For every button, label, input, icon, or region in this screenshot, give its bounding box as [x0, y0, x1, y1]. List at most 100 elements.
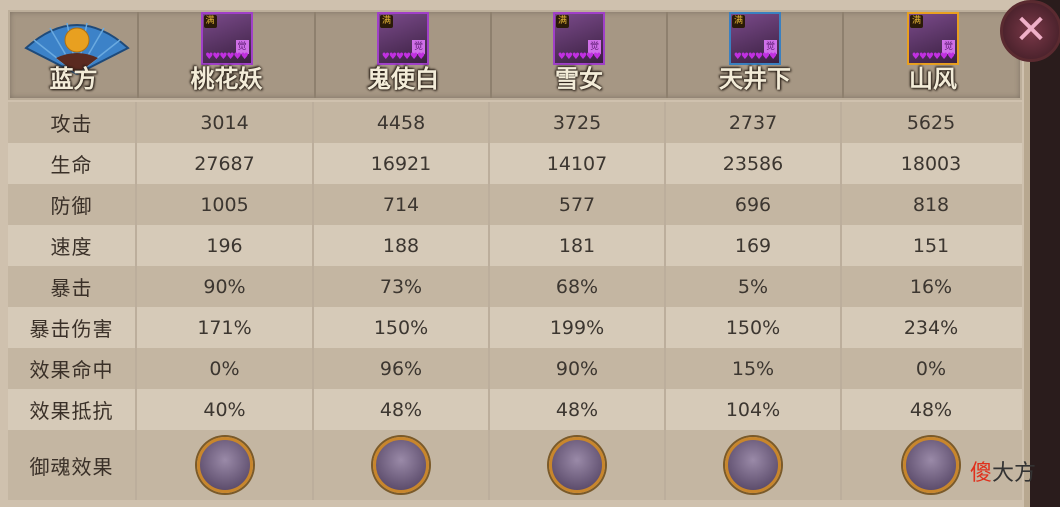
stat-value: 181: [488, 225, 664, 266]
character-name: 天井下: [719, 65, 791, 93]
stat-row: 暴击 90% 73% 68% 5% 16%: [8, 266, 1022, 307]
close-icon: ✕: [1014, 7, 1048, 53]
stat-value: 199%: [488, 307, 664, 348]
stat-label: 暴击: [50, 276, 93, 300]
stat-label: 生命: [50, 153, 93, 177]
soul-row: 御魂效果: [8, 430, 1022, 500]
stat-value: 696: [664, 184, 840, 225]
awaken-badge: 觉: [235, 40, 249, 54]
header-row: 蓝方 满觉 ♥♥♥♥♥♥ 桃花妖满觉 ♥♥♥♥♥♥ 鬼使白满觉 ♥♥♥♥♥♥ 雪女满觉 ♥♥♥…: [8, 10, 1022, 100]
stat-value: 3014: [135, 102, 312, 143]
blue-fan-icon: [24, 22, 130, 76]
character-header[interactable]: 满觉 ♥♥♥♥♥♥ 天井下: [666, 12, 842, 98]
stat-value: 4458: [312, 102, 488, 143]
stat-value: 73%: [312, 266, 488, 307]
stat-value: 96%: [312, 348, 488, 389]
stat-value: 0%: [135, 348, 312, 389]
stat-value: 1005: [135, 184, 312, 225]
awaken-badge: 觉: [412, 40, 425, 54]
stat-value: 151: [840, 225, 1020, 266]
stat-value: 40%: [135, 389, 312, 430]
stat-value: 27687: [135, 143, 312, 184]
level-badge: 满: [556, 15, 569, 28]
stat-row: 防御 1005 714 577 696 818: [8, 184, 1022, 225]
stat-value: 3725: [488, 102, 664, 143]
comparison-panel: 蓝方 满觉 ♥♥♥♥♥♥ 桃花妖满觉 ♥♥♥♥♥♥ 鬼使白满觉 ♥♥♥♥♥♥ 雪女满觉 ♥♥♥…: [0, 0, 1030, 507]
level-badge: 满: [910, 15, 923, 28]
soul-effect-icon[interactable]: [549, 437, 605, 493]
stat-value: 150%: [312, 307, 488, 348]
stat-value: 48%: [488, 389, 664, 430]
soul-effect-icon[interactable]: [903, 437, 959, 493]
star-rating: ♥♥♥♥♥♥: [381, 52, 425, 62]
stat-row: 速度 196 188 181 169 151: [8, 225, 1022, 266]
stat-label: 速度: [50, 235, 93, 259]
stat-value: 0%: [840, 348, 1020, 389]
stat-value: 196: [135, 225, 312, 266]
character-name: 雪女: [555, 65, 603, 93]
stat-label: 御魂效果: [29, 454, 114, 479]
stat-value: 234%: [840, 307, 1020, 348]
stat-value: 5%: [664, 266, 840, 307]
stat-value: 171%: [135, 307, 312, 348]
soul-cell: [488, 430, 664, 500]
stat-value: 104%: [664, 389, 840, 430]
soul-effect-icon[interactable]: [373, 437, 429, 493]
star-rating: ♥♥♥♥♥♥: [911, 52, 955, 62]
stat-row: 暴击伤害 171% 150% 199% 150% 234%: [8, 307, 1022, 348]
character-name: 桃花妖: [190, 65, 263, 93]
soul-cell: [664, 430, 840, 500]
stat-value: 16921: [312, 143, 488, 184]
level-badge: 满: [732, 15, 745, 28]
stat-value: 577: [488, 184, 664, 225]
character-portrait[interactable]: 满觉 ♥♥♥♥♥♥: [377, 12, 429, 65]
character-name: 鬼使白: [367, 65, 439, 93]
stat-row: 效果命中 0% 96% 90% 15% 0%: [8, 348, 1022, 389]
close-button[interactable]: ✕: [1000, 0, 1060, 62]
watermark: 傻大方: [970, 461, 1037, 486]
star-rating: ♥♥♥♥♥♥: [205, 52, 248, 62]
stat-row: 效果抵抗 40% 48% 48% 104% 48%: [8, 389, 1022, 430]
character-portrait[interactable]: 满觉 ♥♥♥♥♥♥: [907, 12, 959, 65]
stat-value: 169: [664, 225, 840, 266]
awaken-badge: 觉: [764, 40, 777, 54]
stat-label: 效果命中: [29, 358, 114, 382]
stat-value: 68%: [488, 266, 664, 307]
character-header[interactable]: 满觉 ♥♥♥♥♥♥ 雪女: [490, 12, 666, 98]
stat-value: 90%: [135, 266, 312, 307]
star-rating: ♥♥♥♥♥♥: [733, 52, 777, 62]
stat-value: 188: [312, 225, 488, 266]
soul-cell: [840, 430, 1020, 500]
stat-value: 818: [840, 184, 1020, 225]
stat-row: 攻击 3014 4458 3725 2737 5625: [8, 102, 1022, 143]
team-label: 蓝方: [49, 65, 98, 93]
stat-value: 48%: [312, 389, 488, 430]
level-badge: 满: [380, 15, 393, 28]
character-header[interactable]: 满觉 ♥♥♥♥♥♥ 山风: [842, 12, 1022, 98]
star-rating: ♥♥♥♥♥♥: [557, 52, 601, 62]
soul-cell: [135, 430, 312, 500]
soul-effect-icon[interactable]: [196, 437, 253, 493]
stat-label: 攻击: [50, 112, 93, 136]
stat-value: 90%: [488, 348, 664, 389]
character-portrait[interactable]: 满觉 ♥♥♥♥♥♥: [729, 12, 781, 65]
character-portrait[interactable]: 满觉 ♥♥♥♥♥♥: [553, 12, 605, 65]
character-header[interactable]: 满觉 ♥♥♥♥♥♥ 鬼使白: [314, 12, 490, 98]
stat-value: 2737: [664, 102, 840, 143]
level-badge: 满: [203, 15, 217, 28]
awaken-badge: 觉: [942, 40, 955, 54]
stat-value: 5625: [840, 102, 1020, 143]
stat-label: 暴击伤害: [29, 317, 114, 341]
stat-value: 18003: [840, 143, 1020, 184]
stat-label: 效果抵抗: [29, 399, 114, 423]
character-portrait[interactable]: 满觉 ♥♥♥♥♥♥: [200, 12, 253, 65]
stat-value: 23586: [664, 143, 840, 184]
stat-value: 15%: [664, 348, 840, 389]
character-header[interactable]: 满觉 ♥♥♥♥♥♥ 桃花妖: [137, 12, 314, 98]
stat-value: 714: [312, 184, 488, 225]
soul-effect-icon[interactable]: [725, 437, 781, 493]
stat-value: 14107: [488, 143, 664, 184]
stat-value: 16%: [840, 266, 1020, 307]
awaken-badge: 觉: [588, 40, 601, 54]
stat-value: 150%: [664, 307, 840, 348]
